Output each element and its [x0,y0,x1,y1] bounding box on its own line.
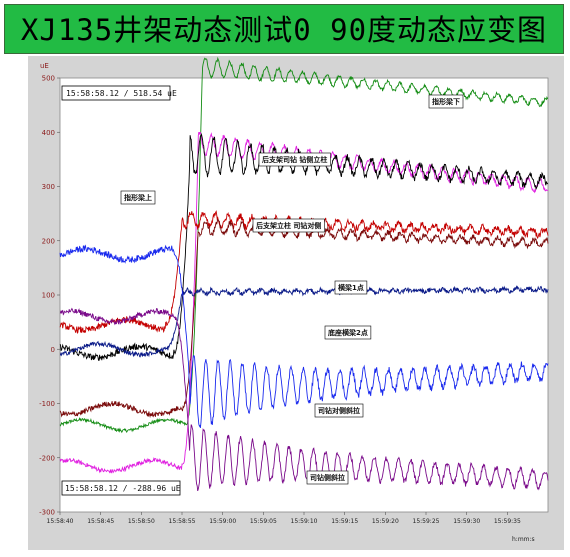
x-tick-label: 15:58:50 [128,518,155,525]
svg-text:横梁1点: 横梁1点 [338,283,364,292]
x-tick-label: 15:59:25 [413,518,440,525]
x-tick-label: 15:58:45 [87,518,114,525]
x-tick-label: 15:59:05 [250,518,277,525]
series-line [59,244,549,428]
y-tick-label: 100 [42,292,55,300]
svg-text:司钻侧斜拉: 司钻侧斜拉 [310,473,345,482]
x-tick-label: 15:59:10 [291,518,318,525]
series-line [60,285,549,358]
y-tick-label: -300 [39,509,55,517]
y-tick-label: 400 [42,129,55,137]
series-label: 后支架司钻 钻侧立柱 [258,152,331,167]
x-tick-label: 15:59:15 [331,518,358,525]
readout-top-box: 15:58:58.12 / 518.54 uE [61,85,177,101]
svg-text:指形梁上: 指形梁上 [124,193,152,202]
x-tick-label: 15:58:55 [169,518,196,525]
x-tick-label: 15:58:40 [47,518,74,525]
series-line [59,307,549,492]
series-label: 底座横梁2点 [324,325,372,340]
series-line [59,56,549,434]
x-axis: 15:58:40 15:58:45 15:58:50 15:58:55 15:59:00… [47,512,521,525]
readout-bottom-box: 15:58:58.12 / -288.96 uE [61,480,181,496]
plot-area [59,77,549,513]
y-axis-unit: uE [40,62,49,70]
x-tick-label: 15:59:35 [494,518,521,525]
readout-top: 15:58:58.12 / 518.54 uE [66,89,177,98]
y-tick-label: 500 [42,75,55,83]
y-tick-label: -100 [39,400,55,408]
x-tick-label: 15:59:30 [453,518,480,525]
svg-text:后支架司钻 钻侧立柱: 后支架司钻 钻侧立柱 [262,155,327,164]
svg-text:指形梁下: 指形梁下 [432,97,460,106]
chart-title: XJ135井架动态测试0 90度动态应变图 [20,13,548,47]
series-label: 后支架立柱 司钻对侧 [252,218,325,233]
readout-bottom: 15:58:58.12 / -288.96 uE [65,484,181,493]
x-tick-label: 15:59:00 [209,518,236,525]
svg-text:司钻对侧斜拉: 司钻对侧斜拉 [318,406,360,415]
svg-text:后支架立柱 司钻对侧: 后支架立柱 司钻对侧 [256,221,321,230]
series-line [59,132,549,361]
y-tick-label: -200 [39,454,55,462]
x-axis-unit: h:mm:s [512,536,535,543]
series-label: 指形梁下 [428,94,464,109]
series-label: 指形梁上 [120,190,156,205]
series-label: 司钻侧斜拉 [306,470,349,485]
y-axis: 500 400 300 200 100 0 -100 -200 -300 [39,75,60,517]
title-banner: XJ135井架动态测试0 90度动态应变图 [4,4,564,54]
series-label: 横梁1点 [334,280,368,295]
y-tick-label: 200 [42,237,55,245]
svg-text:底座横梁2点: 底座横梁2点 [328,328,368,337]
y-tick-label: 300 [42,183,55,191]
y-tick-label: 0 [51,346,55,354]
series-label: 司钻对侧斜拉 [314,403,364,418]
x-tick-label: 15:59:20 [372,518,399,525]
